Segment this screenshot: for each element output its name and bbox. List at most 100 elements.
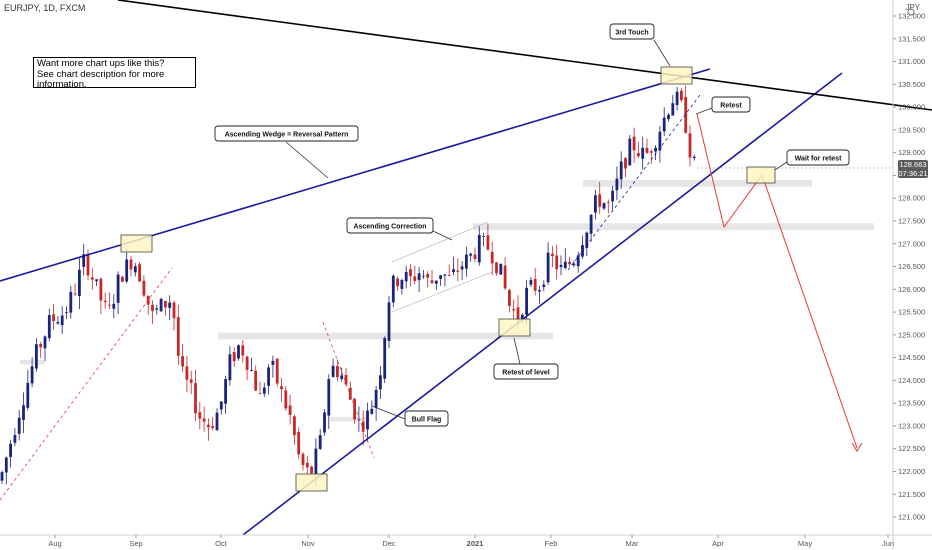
candle-body bbox=[13, 434, 17, 443]
trend-lines bbox=[0, 0, 932, 536]
resistance-line bbox=[117, 0, 932, 111]
candle-body bbox=[0, 472, 4, 481]
callout-leader bbox=[285, 141, 329, 179]
x-tick-label: Nov bbox=[301, 539, 315, 548]
candle-body bbox=[151, 304, 154, 312]
callout-box bbox=[493, 363, 559, 380]
candle-body bbox=[168, 302, 172, 308]
candle-body bbox=[125, 259, 129, 282]
candle-body bbox=[576, 255, 580, 267]
candle-body bbox=[82, 254, 86, 267]
candle-body bbox=[667, 114, 670, 120]
candle-body bbox=[559, 264, 563, 267]
promo-line-2: See chart description for more bbox=[37, 68, 165, 80]
candle-body bbox=[215, 412, 219, 431]
y-tick-label: 132.000 bbox=[898, 12, 925, 21]
candle-body bbox=[542, 284, 546, 287]
candle-body bbox=[486, 235, 490, 250]
y-tick-label: 122.500 bbox=[898, 444, 925, 453]
touch-box bbox=[295, 473, 328, 492]
candle-body bbox=[121, 276, 124, 282]
inner-channel-dash-line bbox=[567, 94, 701, 271]
candle-body bbox=[645, 147, 649, 153]
candle-body bbox=[611, 190, 614, 202]
candle-body bbox=[551, 253, 554, 256]
x-tick-label: Feb bbox=[545, 539, 558, 548]
y-tick-label: 125.500 bbox=[898, 308, 925, 317]
candle-body bbox=[60, 315, 64, 326]
candle-body bbox=[211, 426, 215, 429]
x-tick-label: Sep bbox=[129, 539, 142, 548]
candle-body bbox=[391, 275, 395, 303]
candle-body bbox=[228, 354, 232, 381]
x-tick-label: Apr bbox=[712, 539, 724, 548]
x-tick-label: Oct bbox=[215, 539, 228, 548]
callout-leader bbox=[774, 161, 788, 171]
candle-body bbox=[680, 90, 683, 101]
candle-body bbox=[4, 457, 8, 473]
x-tick-label: Dec bbox=[382, 539, 396, 548]
candle-body bbox=[495, 262, 498, 274]
candle-body bbox=[112, 303, 116, 309]
candle-body bbox=[533, 278, 537, 291]
candle-body bbox=[508, 290, 511, 306]
candle-body bbox=[9, 443, 12, 457]
candle-body bbox=[525, 287, 528, 315]
candle-body bbox=[452, 269, 455, 273]
price-zone bbox=[583, 179, 812, 187]
candle-body bbox=[396, 278, 399, 287]
candle-body bbox=[224, 378, 227, 404]
candle-body bbox=[78, 269, 81, 296]
candle-body bbox=[379, 375, 382, 390]
candle-body bbox=[288, 405, 292, 415]
candle-body bbox=[490, 251, 494, 264]
touch-boxes bbox=[120, 66, 776, 492]
symbol-title: EURJPY, 1D, FXCM bbox=[4, 3, 86, 13]
candle-body bbox=[297, 431, 301, 455]
candle-body bbox=[602, 203, 606, 209]
candle-body bbox=[250, 370, 253, 371]
callout-leader bbox=[653, 39, 671, 67]
candle-body bbox=[628, 138, 632, 166]
promo-box: Want more chart ups like this? See chart… bbox=[33, 57, 196, 90]
channel-dash-line bbox=[0, 267, 173, 501]
x-tick-label: Mar bbox=[626, 539, 639, 548]
callout-label: Ascending Correction bbox=[353, 224, 426, 231]
candle-body bbox=[47, 315, 51, 339]
candle-body bbox=[404, 271, 408, 282]
candle-body bbox=[86, 253, 90, 276]
touch-box bbox=[498, 318, 531, 337]
annotations: 3rd Touch Retest Wait for retest Ascending … bbox=[214, 23, 850, 427]
callout-label: Retest of level bbox=[502, 370, 550, 377]
y-tick-label: 123.500 bbox=[898, 399, 925, 408]
candle-body bbox=[662, 117, 666, 132]
callout-leader bbox=[513, 337, 521, 365]
currency-label: JPY bbox=[905, 3, 920, 12]
x-tick-label: Aug bbox=[48, 539, 61, 548]
candle-body bbox=[520, 314, 524, 320]
y-tick-label: 126.500 bbox=[898, 262, 925, 271]
candle-body bbox=[323, 412, 326, 433]
y-tick-label: 127.500 bbox=[898, 216, 925, 225]
candle-body bbox=[563, 261, 567, 268]
y-tick-label: 129.000 bbox=[898, 148, 925, 157]
y-tick-label: 124.500 bbox=[898, 353, 925, 362]
candle-body bbox=[164, 301, 167, 308]
y-tick-label: 126.000 bbox=[898, 285, 925, 294]
candle-body bbox=[99, 278, 103, 301]
candle-body bbox=[189, 379, 193, 383]
candle-body bbox=[116, 274, 120, 303]
candle-body bbox=[336, 366, 339, 378]
candle-body bbox=[503, 265, 507, 289]
candle-body bbox=[426, 273, 430, 278]
projection-path bbox=[696, 113, 858, 449]
gear-icon-ring bbox=[907, 8, 915, 16]
candle-body bbox=[176, 317, 180, 356]
y-tick-label: 125.000 bbox=[898, 330, 925, 339]
wedge-lower-line bbox=[242, 72, 843, 536]
candle-body bbox=[370, 408, 374, 414]
correction-channel-upper bbox=[391, 221, 489, 263]
candle-body bbox=[456, 270, 460, 272]
callout-leader bbox=[695, 107, 713, 115]
